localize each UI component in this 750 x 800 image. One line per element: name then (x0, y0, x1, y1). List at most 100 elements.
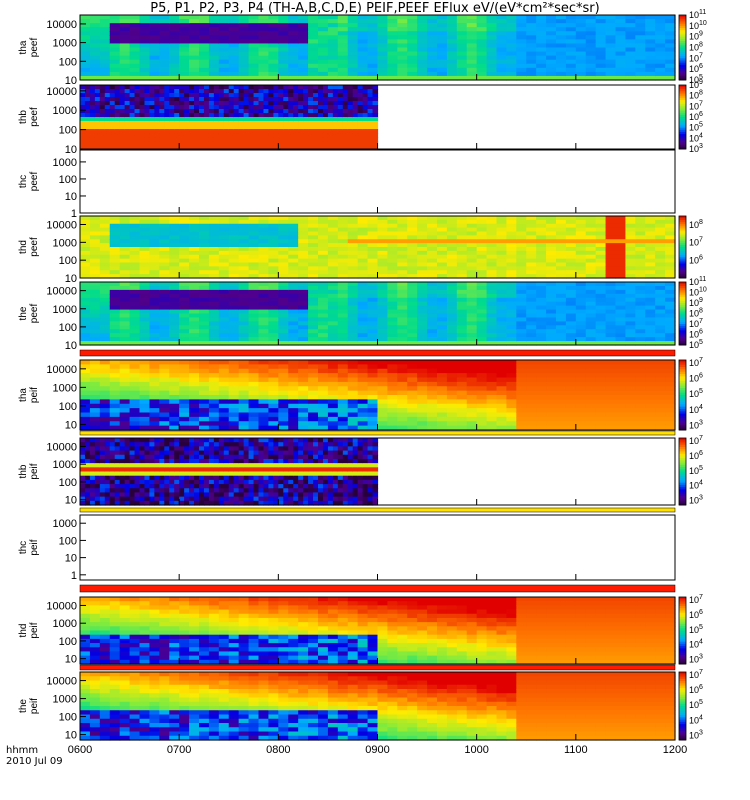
spectrogram-cell (318, 113, 324, 118)
spectrogram-cell (546, 250, 557, 256)
spectrogram-cell (179, 386, 190, 392)
spectrogram-cell (367, 117, 374, 122)
colorbar-swatch (679, 140, 686, 144)
spectrogram-cell (635, 219, 646, 225)
spectrogram-cell (139, 313, 151, 319)
spectrogram-cell (179, 117, 185, 122)
spectrogram-cell (575, 239, 587, 244)
spectrogram-cell (184, 125, 190, 130)
spectrogram-cell (665, 297, 676, 303)
spectrogram-cell (228, 285, 240, 291)
spectrogram-cell (605, 239, 617, 244)
spectrogram-cell (248, 145, 255, 150)
spectrogram-cell (645, 341, 656, 346)
spectrogram-cell (575, 243, 587, 248)
spectrogram-cell (387, 341, 398, 346)
spectrogram-cell (655, 297, 666, 303)
spectrogram-cell (546, 270, 557, 275)
spectrogram-cell (506, 250, 517, 256)
spectrogram-cell (655, 250, 666, 256)
spectrogram-cell (129, 93, 136, 98)
spectrogram-cell (526, 31, 537, 36)
spectrogram-cell (585, 55, 597, 61)
spectrogram-cell (446, 321, 458, 326)
spectrogram-cell (456, 219, 468, 225)
spectrogram-cell (407, 395, 418, 400)
spectrogram-cell (387, 301, 398, 307)
spectrogram-cell (506, 390, 517, 396)
spectrogram-cell (129, 321, 141, 326)
spectrogram-cell (318, 289, 329, 295)
spectrogram-cell (645, 293, 656, 299)
spectrogram-cell (486, 262, 498, 267)
spectrogram-cell (585, 386, 597, 392)
spectrogram-cell (526, 19, 537, 24)
spectrogram-cell (615, 262, 627, 267)
spectrogram-cell (268, 399, 279, 405)
spectrogram-cell (377, 51, 389, 57)
spectrogram-cell (238, 412, 250, 418)
spectrogram-cell (228, 43, 240, 49)
spectrogram-cell (387, 223, 398, 229)
spectrogram-cell (164, 93, 170, 98)
spectrogram-cell (228, 321, 240, 326)
spectrogram-cell (189, 239, 200, 244)
y-tick-label: 10000 (46, 220, 77, 232)
spectrogram-cell (546, 31, 557, 36)
spectrogram-cell (625, 386, 636, 392)
spectrogram-cell (337, 15, 349, 20)
spectrogram-cell (556, 305, 567, 311)
spectrogram-cell (565, 63, 577, 69)
spectrogram-cell (437, 75, 448, 81)
spectrogram-cell (139, 35, 151, 40)
spectrogram-cell (80, 227, 91, 233)
spectrogram-cell (248, 243, 260, 248)
spectrogram-cell (446, 403, 458, 409)
spectrogram-cell (446, 239, 458, 244)
spectrogram-cell (194, 105, 200, 110)
spectrogram-cell (124, 145, 131, 150)
spectrogram-cell (109, 101, 116, 106)
spectrogram-cell (99, 43, 111, 49)
spectrogram-cell (218, 321, 230, 326)
spectrogram-cell (486, 282, 498, 287)
spectrogram-cell (149, 216, 160, 221)
spectrogram-cell (595, 313, 607, 319)
spectrogram-cell (437, 364, 448, 370)
spectrogram-cell (347, 293, 359, 299)
spectrogram-cell (228, 85, 235, 90)
spectrogram-cell (139, 285, 151, 291)
spectrogram-cell (218, 219, 230, 225)
spectrogram-cell (536, 258, 547, 264)
spectrogram-cell (258, 35, 270, 40)
spectrogram-cell (456, 305, 468, 311)
spectrogram-cell (159, 113, 165, 118)
spectrogram-cell (258, 113, 265, 118)
spectrogram-cell (318, 216, 329, 221)
spectrogram-cell (337, 101, 344, 106)
colorbar-swatch (679, 43, 686, 46)
colorbar-swatch (679, 311, 686, 314)
spectrogram-cell (248, 47, 260, 53)
spectrogram-cell (293, 133, 299, 138)
spectrogram-cell (124, 137, 131, 142)
spectrogram-cell (109, 121, 116, 126)
spectrogram-cell (119, 313, 131, 319)
spectrogram-cell (337, 97, 344, 102)
spectrogram-cell (208, 377, 220, 383)
spectrogram-cell (446, 35, 458, 40)
spectrogram-cell (129, 416, 141, 422)
spectrogram-cell (377, 386, 389, 392)
spectrogram-cell (238, 262, 250, 267)
spectrogram-cell (159, 75, 170, 81)
colorbar-swatch (679, 315, 686, 319)
spectrogram-cell (208, 125, 215, 130)
spectrogram-cell (362, 101, 369, 106)
spectrogram-cell (407, 317, 418, 322)
spectrogram-cell (635, 51, 646, 57)
spectrogram-cell (327, 408, 339, 414)
spectrogram-cell (377, 254, 389, 260)
spectrogram-cell (184, 89, 190, 94)
spectrogram-cell (228, 333, 240, 338)
spectrogram-cell (506, 425, 517, 431)
